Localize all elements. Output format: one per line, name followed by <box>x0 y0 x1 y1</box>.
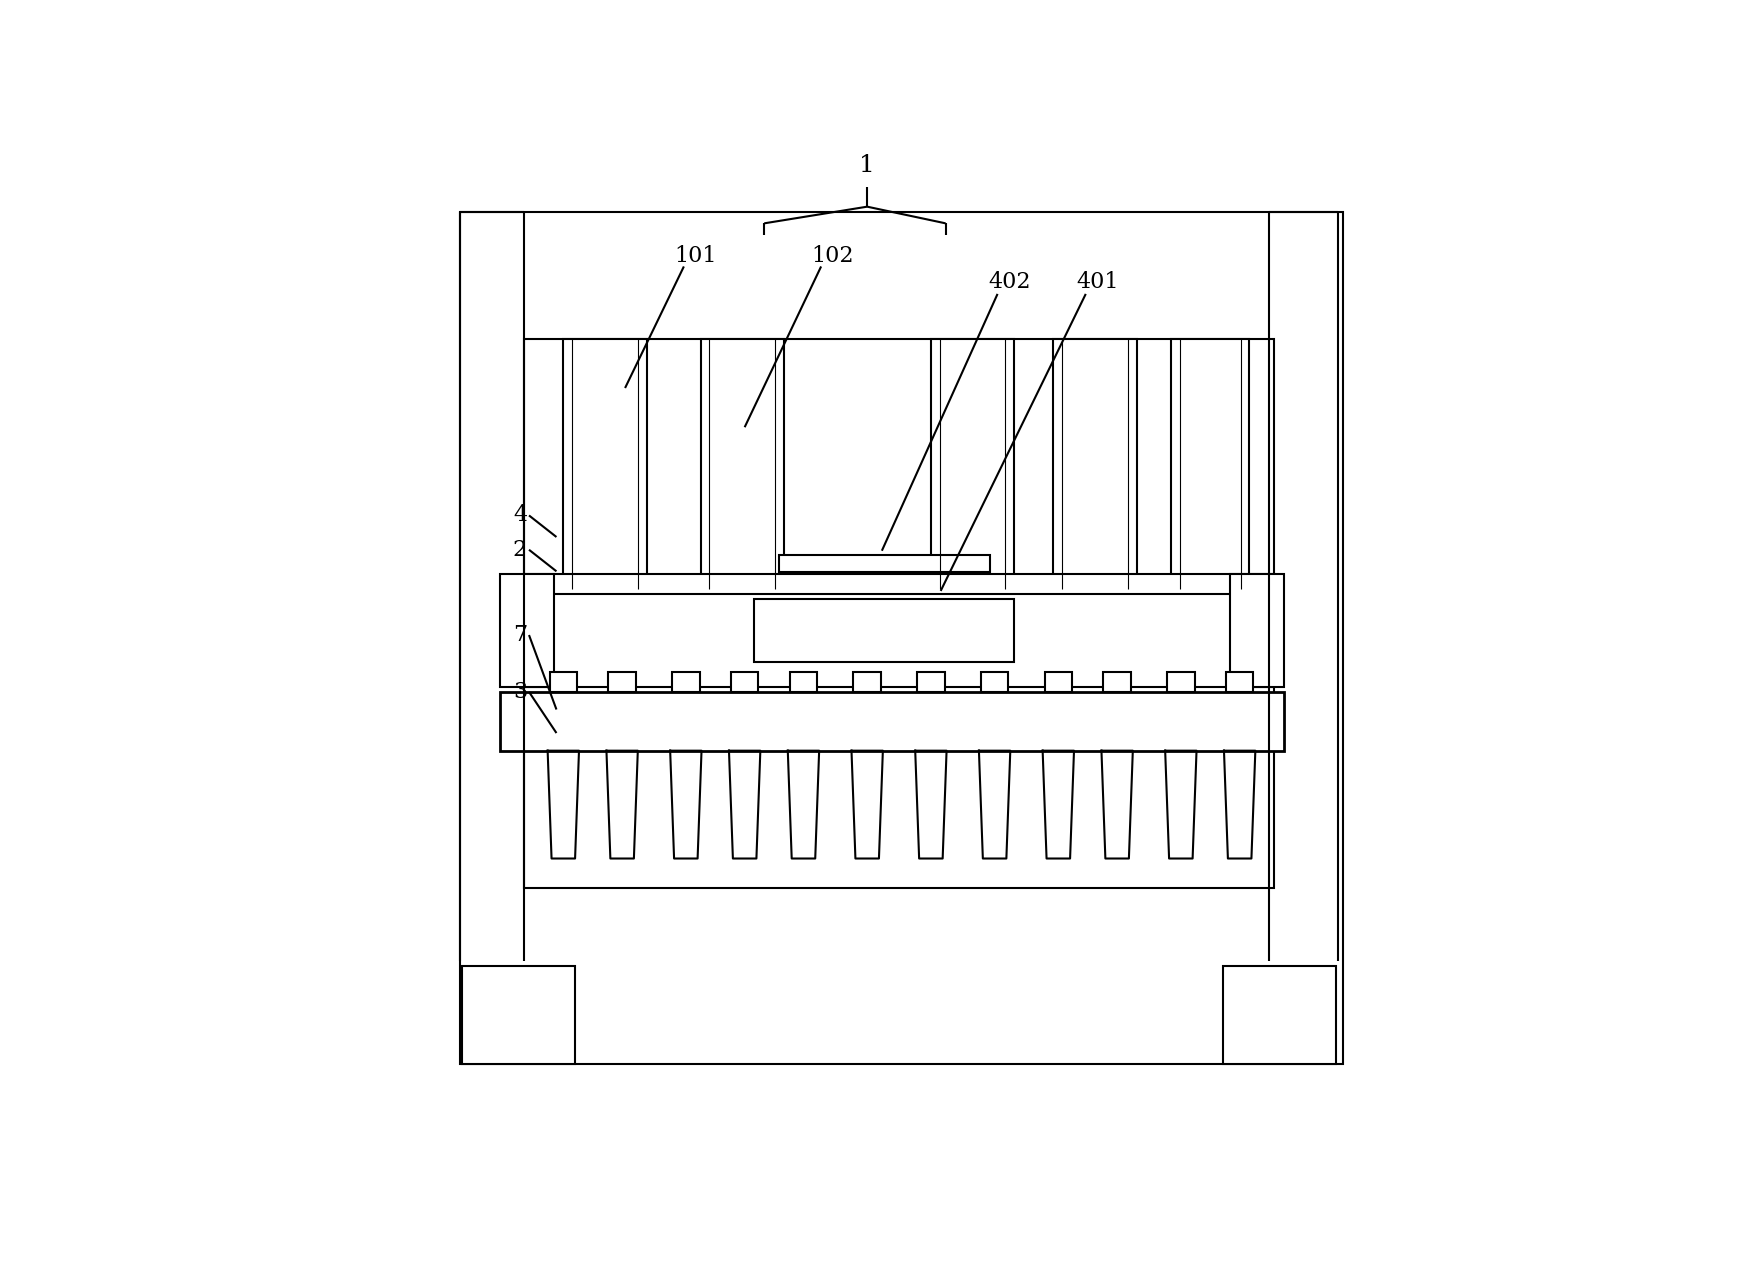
Bar <box>931 339 1015 589</box>
Bar <box>1230 574 1284 687</box>
Bar <box>591 596 619 617</box>
Text: 101: 101 <box>674 244 718 266</box>
Bar <box>1054 339 1136 589</box>
Bar <box>524 593 1274 687</box>
Text: 102: 102 <box>811 244 855 266</box>
Bar <box>1223 966 1335 1064</box>
Bar <box>959 596 987 617</box>
Bar <box>609 672 635 693</box>
Bar <box>755 598 1015 662</box>
Text: 3: 3 <box>514 681 528 703</box>
Bar <box>779 555 990 573</box>
Bar <box>1196 596 1224 617</box>
Bar <box>524 574 1274 596</box>
Bar <box>524 339 1274 889</box>
Bar <box>1226 672 1254 693</box>
Bar <box>853 672 881 693</box>
Bar <box>1168 672 1194 693</box>
Text: 402: 402 <box>989 271 1031 293</box>
Bar <box>672 672 700 693</box>
Bar <box>1171 339 1249 589</box>
Bar <box>728 596 756 617</box>
Bar <box>916 672 945 693</box>
Text: 2: 2 <box>514 538 528 560</box>
Text: 7: 7 <box>514 624 528 645</box>
Bar <box>463 966 575 1064</box>
Text: 1: 1 <box>860 154 874 177</box>
Bar <box>700 339 785 589</box>
Bar <box>1103 672 1131 693</box>
Bar <box>500 693 1284 751</box>
Bar <box>732 672 758 693</box>
Text: 4: 4 <box>514 504 528 527</box>
Bar <box>500 574 554 687</box>
Bar <box>982 672 1008 693</box>
Bar <box>563 339 647 589</box>
Bar <box>790 672 818 693</box>
Text: 401: 401 <box>1077 271 1119 293</box>
Bar <box>549 672 577 693</box>
Bar <box>1082 596 1108 617</box>
Bar <box>1045 672 1071 693</box>
Bar <box>461 211 1342 1064</box>
